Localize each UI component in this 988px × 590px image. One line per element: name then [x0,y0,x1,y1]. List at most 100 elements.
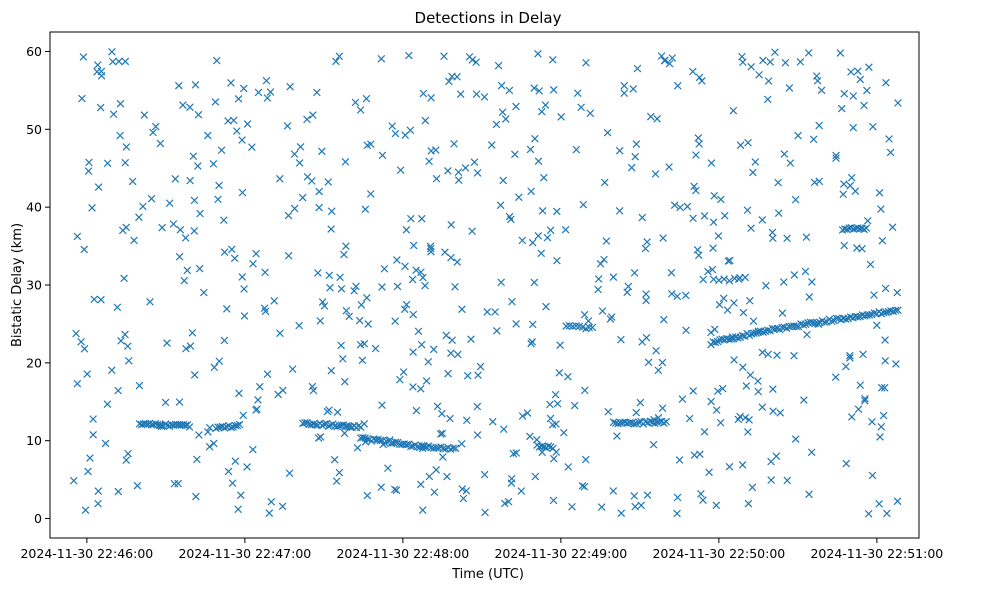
data-point [650,415,658,424]
data-point [827,317,836,325]
data-point [657,52,666,60]
data-point [531,134,539,143]
data-point [673,81,682,90]
data-point [532,435,541,444]
data-point [179,101,187,109]
data-point [190,371,199,379]
data-point [252,249,260,258]
data-point [877,383,886,392]
data-point [324,178,333,186]
data-point [270,297,279,305]
data-point [238,273,247,281]
data-point [203,131,212,140]
data-point [83,370,92,378]
data-point [303,115,311,124]
data-point [754,387,763,396]
data-point [409,383,417,391]
data-point [278,502,287,511]
data-point [215,357,224,365]
data-point [573,89,582,97]
data-point [414,327,423,336]
data-point [421,281,429,290]
x-axis-label: Time (UTC) [451,567,524,582]
data-point [440,52,448,61]
data-point [88,204,96,212]
data-point [326,283,334,292]
data-point [500,499,509,508]
data-point [135,381,144,390]
data-point [698,77,706,85]
data-point [393,256,401,264]
data-point [175,252,184,261]
data-point [620,89,629,97]
data-point [240,285,248,293]
data-point [630,269,639,277]
data-point [685,414,694,423]
data-point [652,346,660,355]
data-point [552,420,560,428]
data-point [774,178,783,187]
data-point [747,63,756,71]
data-point [725,462,734,471]
data-point [807,448,816,457]
data-point [507,479,516,487]
data-point [637,501,645,510]
data-point [494,61,503,70]
data-point [401,262,409,271]
data-point [338,355,347,363]
data-point [224,467,233,476]
y-axis-ticks: 0 10 20 30 40 50 60 [26,44,50,526]
data-point [342,242,350,250]
data-point [209,160,218,168]
data-point [631,152,640,161]
data-point [881,336,889,344]
data-point [718,384,727,393]
data-point [523,409,532,417]
data-point [188,328,197,337]
data-point [846,354,854,362]
data-point [709,218,718,227]
data-point [549,496,558,505]
data-point [458,305,466,314]
data-point [642,296,650,305]
data-point [391,317,399,325]
data-point [865,63,873,72]
data-point [734,275,743,284]
data-point [430,488,439,496]
data-point [462,416,471,425]
data-point [286,82,294,91]
data-point [586,109,595,118]
data-point [355,316,364,325]
data-point [544,442,553,450]
data-point [725,276,734,285]
data-point [649,440,658,449]
data-point [442,331,451,340]
data-point [727,335,736,343]
data-point [716,418,725,427]
data-point [316,317,325,325]
y-tick-label: 20 [26,355,42,370]
data-point [227,423,235,432]
data-point [870,291,878,299]
data-point [320,302,329,310]
data-point [261,307,270,316]
data-point [713,387,722,395]
data-point [651,170,660,178]
data-point [875,188,884,197]
data-point [881,356,890,365]
data-point [570,401,579,410]
data-point [463,371,472,380]
data-point [548,56,557,64]
data-point [233,127,241,135]
data-point [462,486,471,495]
data-point [438,453,447,461]
data-point [780,150,789,158]
data-point [768,228,777,237]
data-point [769,385,777,393]
data-point [393,282,402,291]
data-point [468,56,477,64]
data-point [341,158,350,166]
data-point [842,315,850,324]
data-point [284,251,293,260]
